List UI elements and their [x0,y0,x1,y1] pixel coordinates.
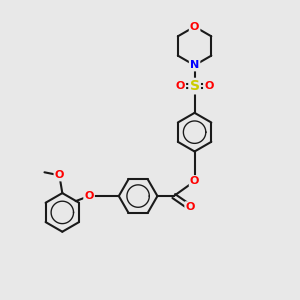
Text: O: O [190,176,199,186]
Text: O: O [84,191,94,201]
Text: O: O [176,81,185,91]
Text: N: N [190,60,199,70]
Text: O: O [190,22,199,32]
Text: O: O [185,202,195,212]
Text: O: O [204,81,214,91]
Text: O: O [55,170,64,180]
Text: S: S [190,79,200,93]
